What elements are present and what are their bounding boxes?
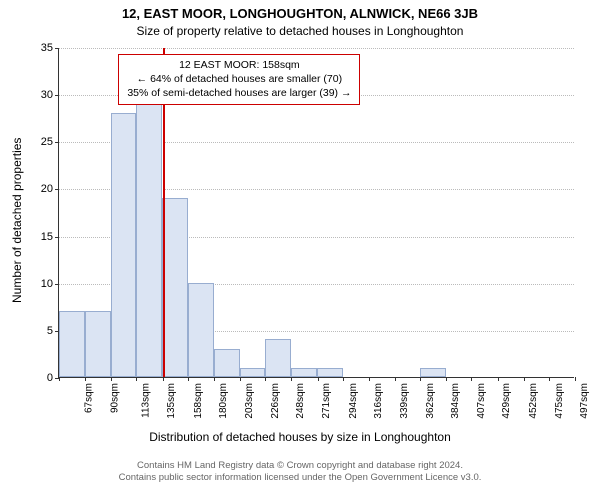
y-tick-mark: [55, 189, 59, 190]
x-tick-label: 384sqm: [450, 383, 461, 419]
y-tick-label: 25: [41, 136, 53, 148]
x-tick-label: 226sqm: [270, 383, 281, 419]
histogram-bar: [162, 198, 188, 377]
y-tick-label: 5: [47, 325, 53, 337]
chart-sub-title: Size of property relative to detached ho…: [0, 24, 600, 38]
x-tick-label: 497sqm: [579, 383, 590, 419]
y-tick-label: 0: [47, 372, 53, 384]
x-tick-label: 362sqm: [425, 383, 436, 419]
histogram-bar: [214, 349, 240, 377]
callout-line: 12 EAST MOOR: 158sqm: [127, 58, 351, 72]
y-tick-mark: [55, 237, 59, 238]
x-tick-mark: [343, 377, 344, 381]
x-tick-label: 113sqm: [141, 383, 152, 418]
y-tick-mark: [55, 95, 59, 96]
histogram-bar: [85, 311, 111, 377]
x-tick-mark: [575, 377, 576, 381]
y-tick-mark: [55, 284, 59, 285]
x-tick-mark: [498, 377, 499, 381]
x-tick-label: 67sqm: [84, 383, 95, 413]
x-tick-label: 294sqm: [348, 383, 359, 419]
histogram-bar: [188, 283, 214, 377]
callout-box: 12 EAST MOOR: 158sqm← 64% of detached ho…: [118, 54, 360, 105]
y-tick-mark: [55, 142, 59, 143]
x-tick-label: 452sqm: [528, 383, 539, 419]
x-tick-mark: [318, 377, 319, 381]
x-tick-mark: [446, 377, 447, 381]
x-tick-mark: [85, 377, 86, 381]
x-tick-mark: [111, 377, 112, 381]
y-axis-label: Number of detached properties: [10, 138, 24, 303]
y-tick-mark: [55, 48, 59, 49]
x-tick-mark: [59, 377, 60, 381]
y-tick-label: 20: [41, 183, 53, 195]
callout-line: ← 64% of detached houses are smaller (70…: [127, 72, 351, 86]
histogram-bar: [59, 311, 85, 377]
x-tick-label: 475sqm: [554, 383, 565, 419]
x-tick-mark: [291, 377, 292, 381]
y-tick-label: 15: [41, 231, 53, 243]
histogram-bar: [111, 113, 137, 377]
x-tick-mark: [188, 377, 189, 381]
histogram-bar: [317, 368, 343, 377]
x-tick-mark: [214, 377, 215, 381]
x-tick-mark: [549, 377, 550, 381]
footer-line-2: Contains public sector information licen…: [0, 472, 600, 484]
gridline: [59, 48, 574, 49]
footer-line-1: Contains HM Land Registry data © Crown c…: [0, 460, 600, 472]
x-tick-mark: [420, 377, 421, 381]
x-tick-mark: [163, 377, 164, 381]
x-tick-label: 158sqm: [193, 383, 204, 419]
x-tick-mark: [524, 377, 525, 381]
x-tick-label: 429sqm: [501, 383, 512, 419]
x-tick-mark: [240, 377, 241, 381]
x-tick-label: 203sqm: [244, 383, 255, 419]
x-tick-label: 407sqm: [476, 383, 487, 419]
x-tick-label: 316sqm: [373, 383, 384, 419]
x-tick-label: 271sqm: [321, 383, 332, 419]
y-tick-label: 30: [41, 89, 53, 101]
x-tick-label: 248sqm: [295, 383, 306, 419]
x-tick-label: 90sqm: [110, 383, 121, 413]
x-tick-mark: [265, 377, 266, 381]
x-tick-label: 135sqm: [167, 383, 178, 419]
x-tick-label: 339sqm: [399, 383, 410, 419]
histogram-bar: [291, 368, 317, 377]
y-tick-label: 35: [41, 42, 53, 54]
histogram-bar: [240, 368, 266, 377]
histogram-bar: [420, 368, 446, 377]
x-tick-mark: [369, 377, 370, 381]
x-tick-mark: [395, 377, 396, 381]
plot-area: 0510152025303567sqm90sqm113sqm135sqm158s…: [58, 48, 574, 378]
x-tick-mark: [136, 377, 137, 381]
y-tick-label: 10: [41, 278, 53, 290]
footer-text: Contains HM Land Registry data © Crown c…: [0, 460, 600, 485]
callout-line: 35% of semi-detached houses are larger (…: [127, 86, 351, 100]
chart-main-title: 12, EAST MOOR, LONGHOUGHTON, ALNWICK, NE…: [0, 6, 600, 21]
x-axis-label: Distribution of detached houses by size …: [0, 430, 600, 444]
histogram-bar: [265, 339, 291, 377]
x-tick-mark: [471, 377, 472, 381]
histogram-bar: [136, 104, 162, 377]
x-tick-label: 180sqm: [218, 383, 229, 419]
